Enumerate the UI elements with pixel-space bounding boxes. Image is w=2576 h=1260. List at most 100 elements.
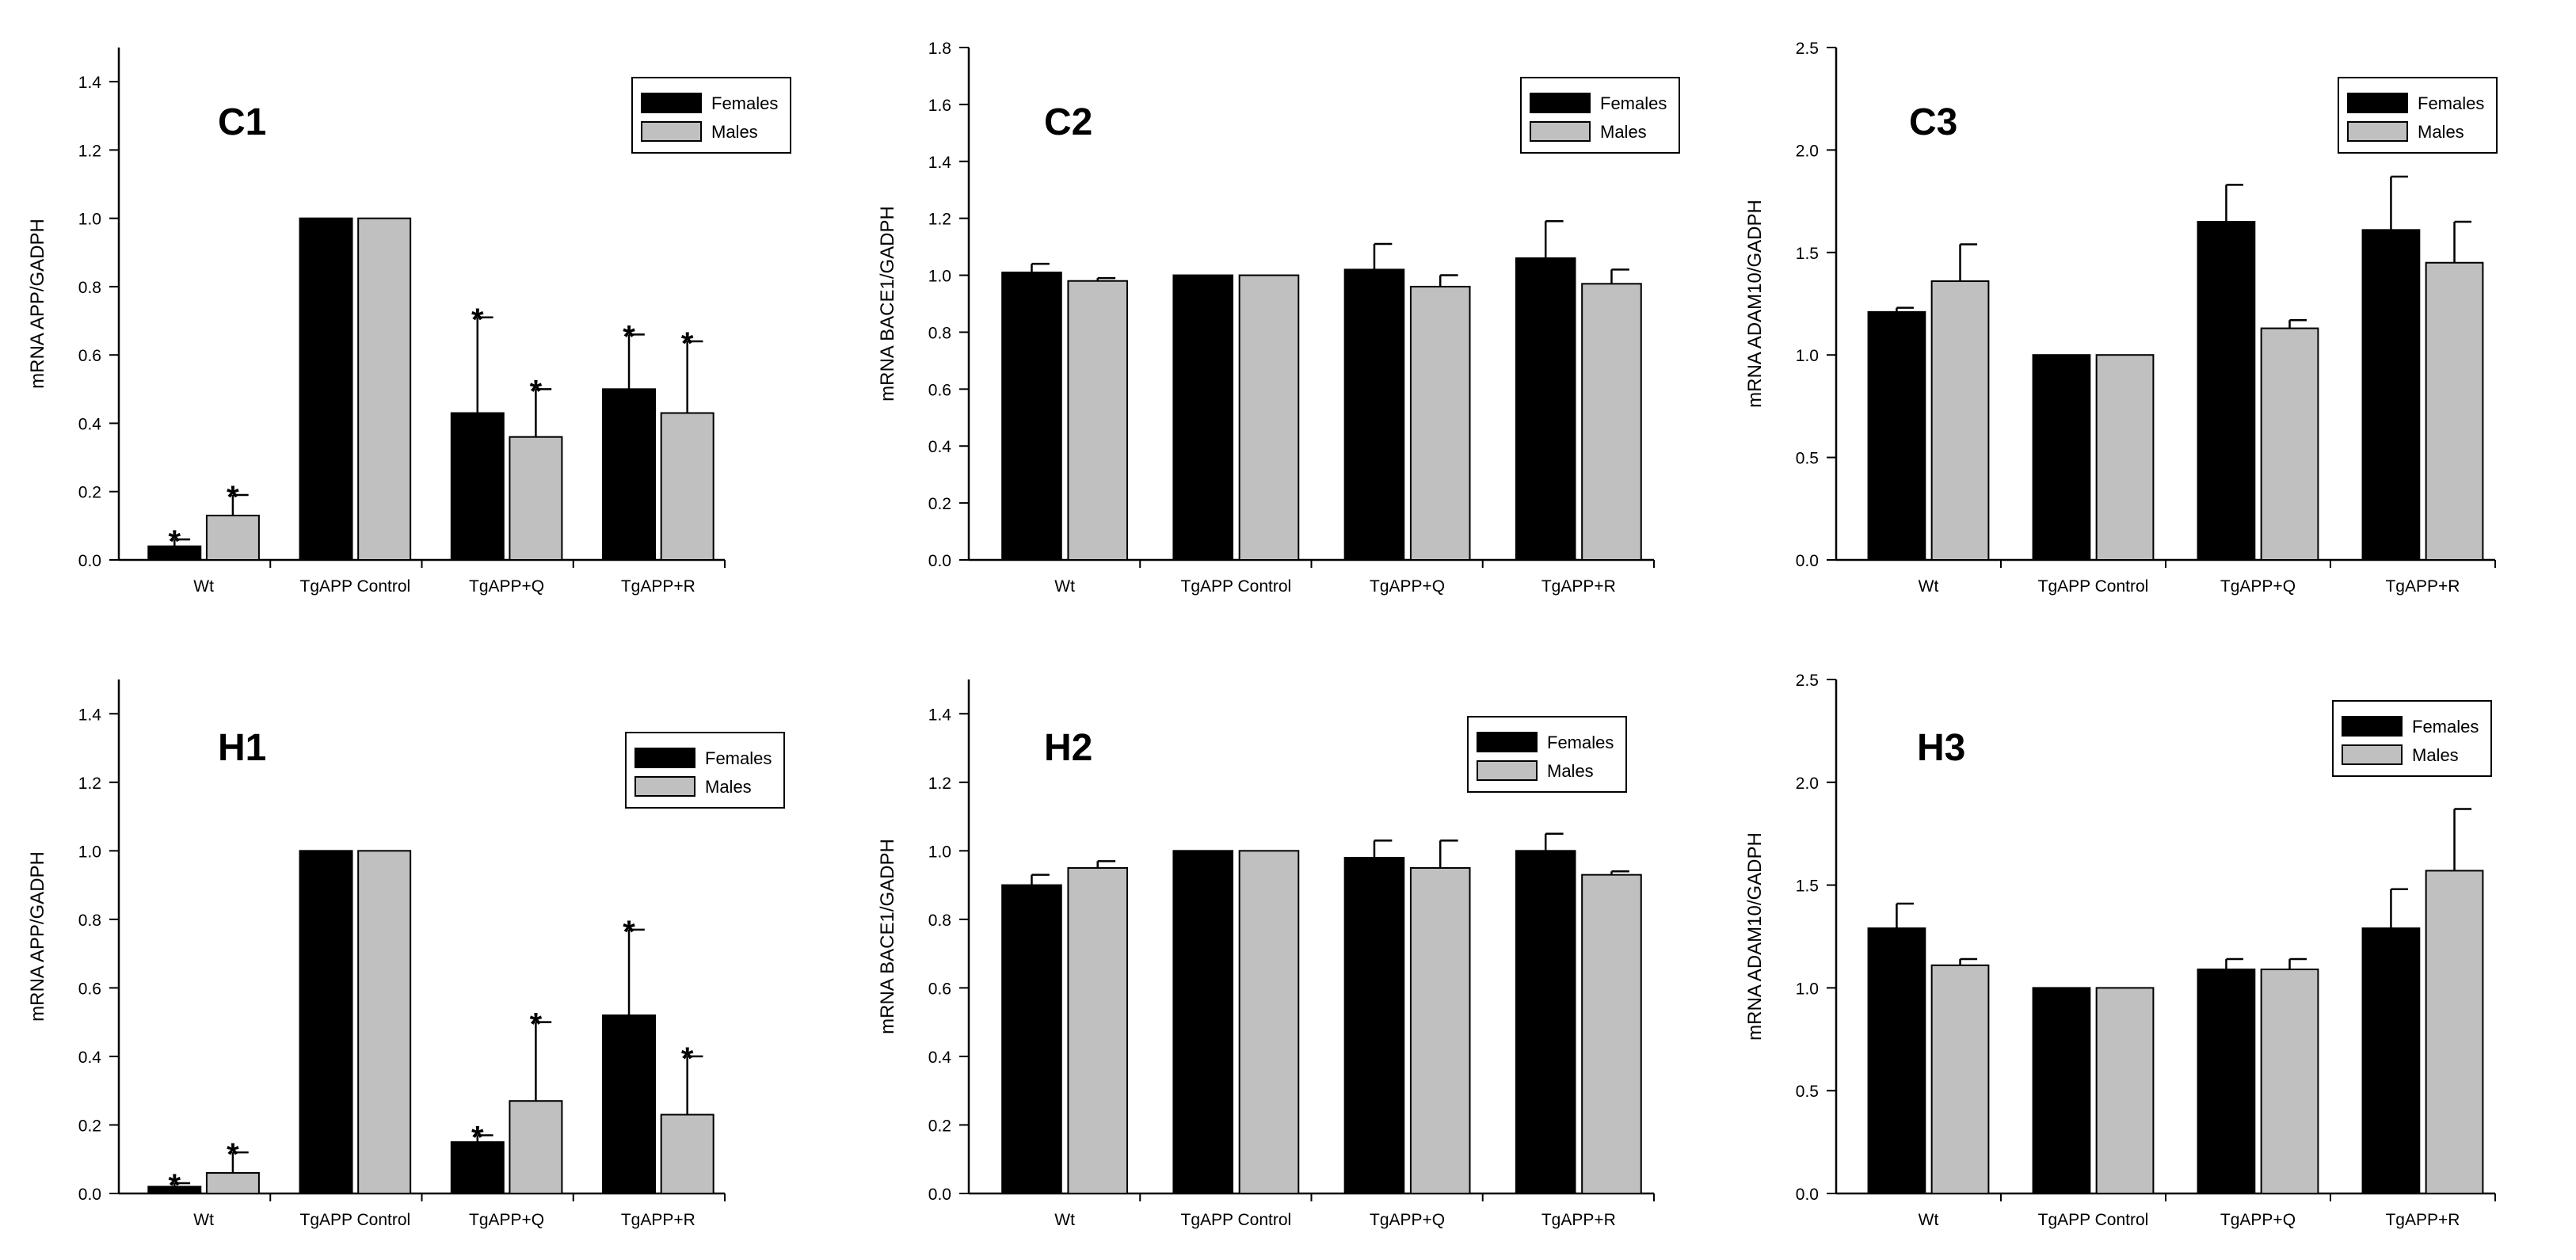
x-tick-label: TgAPP+R	[2385, 577, 2460, 596]
x-tick-label: TgAPP+Q	[469, 577, 544, 596]
legend-label-females: Females	[1600, 93, 1667, 113]
bar-males-tgapp-r	[660, 1113, 714, 1195]
y-tick-label: 2.5	[1796, 40, 1819, 58]
panel-c3: 0.0 0.5 1.0 1.5 2.0 2.5 mRNA ADAM10/GADPH C3 Wt T…	[1744, 40, 2498, 596]
x-tick-label: TgAPP+R	[621, 1211, 695, 1229]
y-tick-label: 1.0	[1796, 347, 1819, 365]
bar-females-tgapp-r	[2361, 229, 2421, 561]
panel-h3: 0.0 0.5 1.0 1.5 2.0 2.5 mRNA ADAM10/GADPH H3 Wt T…	[1744, 672, 2496, 1229]
bar-females-tgapp-control	[299, 850, 353, 1195]
x-tick-label: TgAPP+Q	[1370, 1211, 1445, 1229]
panel-label: H1	[218, 727, 266, 769]
y-tick-label: 1.6	[928, 97, 951, 115]
panel-label: H3	[1917, 727, 1965, 769]
bar-females-tgapp-q	[2197, 220, 2256, 561]
y-tick-label: 1.2	[78, 142, 101, 160]
panel-h2: 0.0 0.2 0.4 0.6 0.8 1.0 1.2 1.4 mRNA BACE1/GADPH…	[877, 679, 1655, 1229]
y-tick-label: 1.5	[1796, 877, 1819, 896]
y-tick-label: 0.6	[928, 980, 951, 998]
y-tick-label: 0.0	[1796, 552, 1819, 570]
bar-females-wt	[1867, 927, 1926, 1194]
legend-box	[1520, 77, 1680, 154]
y-axis-title: mRNA APP/GADPH	[27, 219, 48, 389]
y-tick-label: 2.0	[1796, 142, 1819, 160]
y-tick-label: 0.6	[928, 381, 951, 399]
panel-c2: 0.0 0.2 0.4 0.6 0.8 1.0 1.2 1.4 1.6 1.8 mRNA BACE1…	[877, 40, 1680, 596]
x-tick-label: TgAPP+R	[1541, 1211, 1616, 1229]
legend-label-females: Females	[705, 748, 772, 768]
bar-males-tgapp-r	[660, 412, 714, 561]
legend-swatch-males	[1530, 121, 1591, 142]
bar-males-tgapp-r	[1581, 283, 1642, 561]
legend-label-females: Females	[711, 93, 778, 113]
bar-males-tgapp-q	[2260, 327, 2319, 561]
x-tick-label: Wt	[193, 1211, 214, 1229]
legend-label-males: Males	[2412, 745, 2459, 765]
y-tick-label: 0.8	[78, 912, 101, 930]
y-tick-label: 1.5	[1796, 245, 1819, 263]
bar-males-tgapp-control	[1238, 850, 1300, 1195]
y-tick-label: 0.2	[78, 1117, 101, 1135]
bar-females-tgapp-r	[1515, 257, 1576, 561]
legend-label-males: Males	[1600, 122, 1647, 142]
x-tick-label: TgAPP Control	[300, 1211, 411, 1229]
y-tick-label: 0.8	[928, 324, 951, 342]
significance-star: *	[623, 319, 635, 354]
y-tick-label: 1.4	[78, 74, 102, 92]
y-tick-label: 1.4	[928, 154, 952, 172]
legend-swatch-females	[1530, 93, 1591, 113]
significance-star: *	[227, 480, 239, 515]
y-axis-title: mRNA ADAM10/GADPH	[1744, 200, 1766, 408]
panel-label: C1	[218, 101, 266, 143]
legend-swatch-males	[1477, 760, 1538, 781]
panel-label: C3	[1909, 101, 1957, 143]
legend-swatch-females	[634, 748, 695, 768]
bar-females-wt	[1001, 884, 1062, 1194]
x-tick-label: Wt	[1919, 1211, 1939, 1229]
bar-males-tgapp-r	[2425, 870, 2484, 1194]
x-tick-label: TgAPP Control	[2038, 577, 2149, 596]
x-tick-label: TgAPP+Q	[1370, 577, 1445, 596]
bar-males-tgapp-q	[509, 436, 563, 561]
legend-label-females: Females	[2418, 93, 2484, 113]
y-axis-title: mRNA BACE1/GADPH	[877, 206, 898, 402]
significance-star: *	[471, 1120, 484, 1155]
legend-swatch-females	[1477, 732, 1538, 752]
bar-males-tgapp-control	[2095, 987, 2155, 1195]
bar-males-tgapp-q	[1409, 285, 1471, 561]
y-tick-label: 0.0	[78, 552, 101, 570]
y-tick-label: 0.8	[928, 912, 951, 930]
y-tick-label: 0.5	[1796, 1083, 1819, 1101]
y-tick-label: 1.0	[78, 843, 101, 861]
bar-females-tgapp-control	[1172, 274, 1234, 561]
bar-females-tgapp-control	[2032, 987, 2091, 1195]
bar-females-tgapp-q	[1343, 856, 1405, 1195]
significance-star: *	[168, 524, 181, 559]
bar-females-tgapp-r	[2361, 927, 2421, 1194]
y-tick-label: 0.6	[78, 980, 101, 998]
bar-males-tgapp-control	[1238, 274, 1300, 561]
bar-males-tgapp-control	[357, 850, 412, 1195]
panel-h1: 0.0 0.2 0.4 0.6 0.8 1.0 1.2 1.4 mRNA APP/GADPH H1…	[27, 679, 785, 1229]
bar-males-wt	[1930, 280, 1990, 561]
bar-females-tgapp-r	[602, 388, 657, 561]
bar-females-tgapp-control	[1172, 850, 1234, 1195]
legend-label-females: Females	[1547, 733, 1614, 752]
y-tick-label: 1.0	[928, 268, 951, 286]
legend-swatch-females	[2342, 716, 2403, 737]
legend-label-males: Males	[1547, 761, 1594, 781]
legend-swatch-males	[641, 121, 702, 142]
bar-males-tgapp-q	[2260, 969, 2319, 1194]
y-tick-label: 0.0	[1796, 1186, 1819, 1204]
y-tick-label: 0.4	[78, 415, 102, 433]
bar-males-tgapp-control	[2095, 354, 2155, 561]
y-tick-label: 0.5	[1796, 450, 1819, 468]
y-axis-title: mRNA BACE1/GADPH	[877, 839, 898, 1034]
bar-females-wt	[1867, 310, 1926, 561]
y-tick-label: 0.2	[928, 1117, 951, 1135]
x-tick-label: TgAPP Control	[1181, 577, 1292, 596]
x-tick-label: TgAPP+R	[621, 577, 695, 596]
bar-females-wt	[1001, 271, 1062, 561]
y-tick-label: 0.4	[928, 438, 952, 456]
